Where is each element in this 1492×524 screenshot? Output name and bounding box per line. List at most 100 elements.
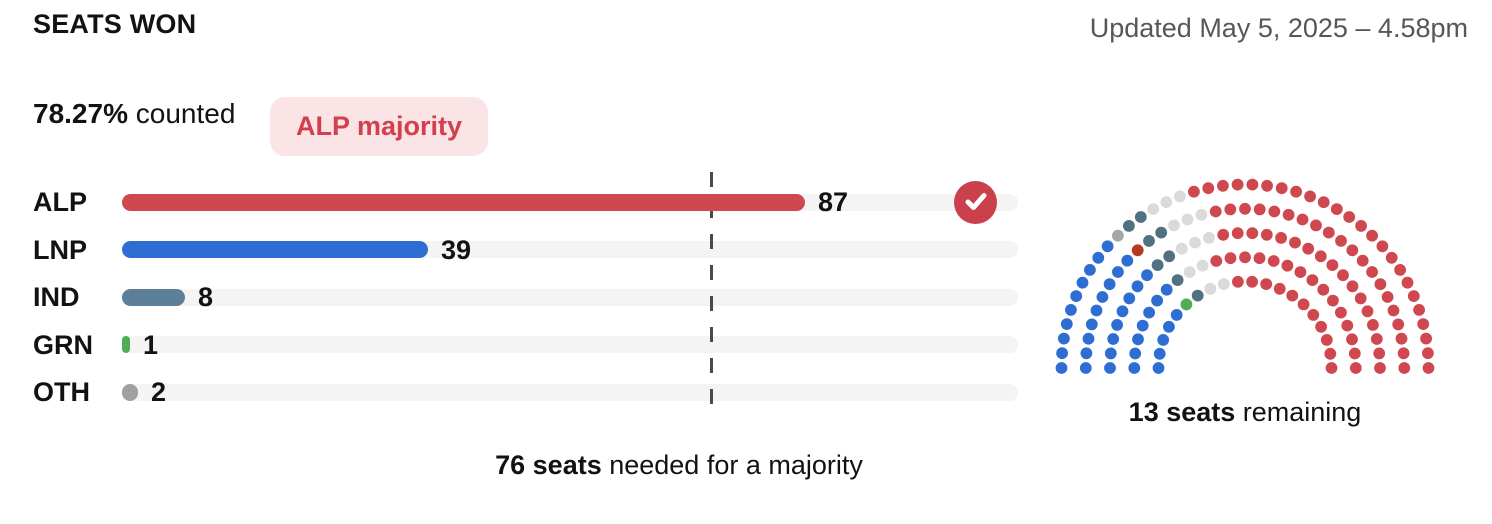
bar-alp bbox=[122, 193, 805, 211]
seat-dot-alp bbox=[1296, 213, 1309, 226]
seat-dot-alp bbox=[1310, 219, 1322, 232]
seat-dot-lnp bbox=[1104, 362, 1116, 374]
seat-dot-alp bbox=[1330, 203, 1343, 215]
seat-dot-alp bbox=[1385, 251, 1398, 264]
seat-dot-lnp bbox=[1151, 294, 1163, 307]
seat-dot-alp bbox=[1306, 274, 1319, 286]
seat-dot-alp bbox=[1281, 259, 1294, 272]
seat-dot-ind bbox=[1155, 226, 1168, 239]
seat-dot-alp bbox=[1376, 240, 1389, 253]
bar-grn bbox=[122, 336, 130, 353]
seat-dot-alp bbox=[1307, 309, 1320, 321]
bar-oth bbox=[122, 383, 138, 401]
seat-dot-alp bbox=[1286, 289, 1299, 302]
seat-dot-alp bbox=[1387, 304, 1400, 317]
seat-dot-alp bbox=[1361, 305, 1374, 318]
seat-dot-undecided bbox=[1203, 232, 1215, 244]
seat-dot-alp bbox=[1395, 332, 1408, 345]
seat-dot-alp bbox=[1397, 347, 1410, 360]
seat-dot-alp bbox=[1349, 362, 1362, 374]
seat-dot-lnp bbox=[1085, 318, 1098, 331]
majority-caption-text: needed for a majority bbox=[601, 450, 863, 480]
remaining-caption-text: remaining bbox=[1235, 397, 1362, 427]
seat-dot-alp bbox=[1261, 179, 1273, 192]
bar-value-grn: 1 bbox=[143, 329, 159, 360]
seat-dot-alp bbox=[1253, 203, 1266, 216]
seat-dot-undecided bbox=[1217, 278, 1230, 290]
seat-dot-alp bbox=[1231, 227, 1244, 240]
seat-dot-oth_rust bbox=[1131, 244, 1144, 257]
seat-dot-alp bbox=[1356, 254, 1369, 267]
seat-dot-alp bbox=[1217, 179, 1229, 192]
seat-dot-lnp bbox=[1065, 304, 1077, 316]
seat-dot-undecided bbox=[1196, 259, 1209, 272]
seat-dot-lnp bbox=[1153, 347, 1166, 360]
counted-percentage: 78.27% bbox=[33, 98, 128, 129]
seat-dot-lnp bbox=[1096, 291, 1109, 303]
check-icon bbox=[965, 193, 986, 210]
seat-dot-ind bbox=[1191, 289, 1204, 302]
seat-dot-alp bbox=[1401, 276, 1414, 289]
bar-track-grn bbox=[122, 336, 1018, 353]
majority-threshold-line bbox=[710, 172, 713, 410]
counted-label: counted bbox=[127, 98, 236, 129]
seat-dot-alp bbox=[1322, 226, 1335, 239]
seat-dot-lnp bbox=[1123, 292, 1136, 305]
seat-dot-lnp bbox=[1128, 362, 1141, 374]
seat-dot-undecided bbox=[1175, 242, 1188, 255]
seat-dot-undecided bbox=[1168, 219, 1180, 232]
seat-dot-alp bbox=[1253, 252, 1266, 265]
seat-dot-alp bbox=[1346, 333, 1358, 346]
seat-dot-alp bbox=[1202, 182, 1215, 195]
seat-dot-alp bbox=[1398, 362, 1411, 374]
bar-label-lnp: LNP bbox=[33, 234, 87, 265]
seat-dot-alp bbox=[1392, 318, 1405, 331]
seat-dot-alp bbox=[1267, 255, 1280, 267]
seat-dot-lnp bbox=[1080, 347, 1093, 360]
seat-dot-alp bbox=[1394, 264, 1406, 276]
seat-dot-alp bbox=[1374, 278, 1387, 291]
seat-dot-alp bbox=[1326, 259, 1339, 271]
seat-dot-alp bbox=[1346, 244, 1359, 257]
seat-dot-lnp bbox=[1084, 264, 1096, 276]
bar-track-oth bbox=[122, 383, 1018, 401]
seat-dot-alp bbox=[1355, 220, 1367, 232]
seat-dot-lnp bbox=[1143, 306, 1155, 319]
seat-dot-alp bbox=[1282, 208, 1295, 221]
seat-dot-alp bbox=[1231, 178, 1244, 191]
seat-dot-lnp bbox=[1112, 266, 1124, 278]
seat-dot-lnp bbox=[1082, 332, 1095, 345]
updated-timestamp: Updated May 5, 2025 – 4.58pm bbox=[1089, 13, 1468, 43]
seat-dot-undecided bbox=[1160, 196, 1173, 209]
seat-dot-ind bbox=[1163, 250, 1176, 263]
seat-dot-lnp bbox=[1129, 347, 1142, 360]
seat-dot-lnp bbox=[1056, 347, 1068, 360]
seat-dot-alp bbox=[1224, 252, 1237, 265]
seat-dot-ind bbox=[1171, 274, 1184, 286]
seat-dot-alp bbox=[1374, 362, 1386, 374]
seat-dot-alp bbox=[1302, 242, 1315, 255]
counted-status: 78.27% counted bbox=[33, 98, 235, 130]
seat-dot-alp bbox=[1346, 280, 1359, 293]
seat-dot-alp bbox=[1373, 347, 1386, 360]
seat-dot-alp bbox=[1367, 319, 1379, 331]
seat-dot-alp bbox=[1335, 235, 1347, 247]
seat-dot-undecided bbox=[1189, 236, 1201, 249]
seat-dot-lnp bbox=[1116, 305, 1129, 318]
bar-lnp bbox=[122, 241, 428, 258]
seat-dot-alp bbox=[1217, 228, 1230, 241]
seat-dot-alp bbox=[1268, 205, 1281, 218]
seat-dot-alp bbox=[1188, 185, 1200, 198]
seat-dot-alp bbox=[1239, 251, 1251, 264]
bar-label-grn: GRN bbox=[33, 329, 93, 360]
seat-dot-alp bbox=[1294, 266, 1307, 278]
seat-dot-ind bbox=[1143, 235, 1155, 247]
seat-dot-lnp bbox=[1076, 276, 1089, 289]
bar-track-ind bbox=[122, 288, 1018, 306]
seat-dot-undecided bbox=[1195, 208, 1208, 221]
seat-dot-alp bbox=[1315, 320, 1327, 333]
seat-dot-ind bbox=[1134, 211, 1147, 223]
seat-dot-undecided bbox=[1183, 266, 1196, 278]
seat-dot-lnp bbox=[1136, 319, 1149, 332]
bar-label-oth: OTH bbox=[33, 377, 90, 407]
